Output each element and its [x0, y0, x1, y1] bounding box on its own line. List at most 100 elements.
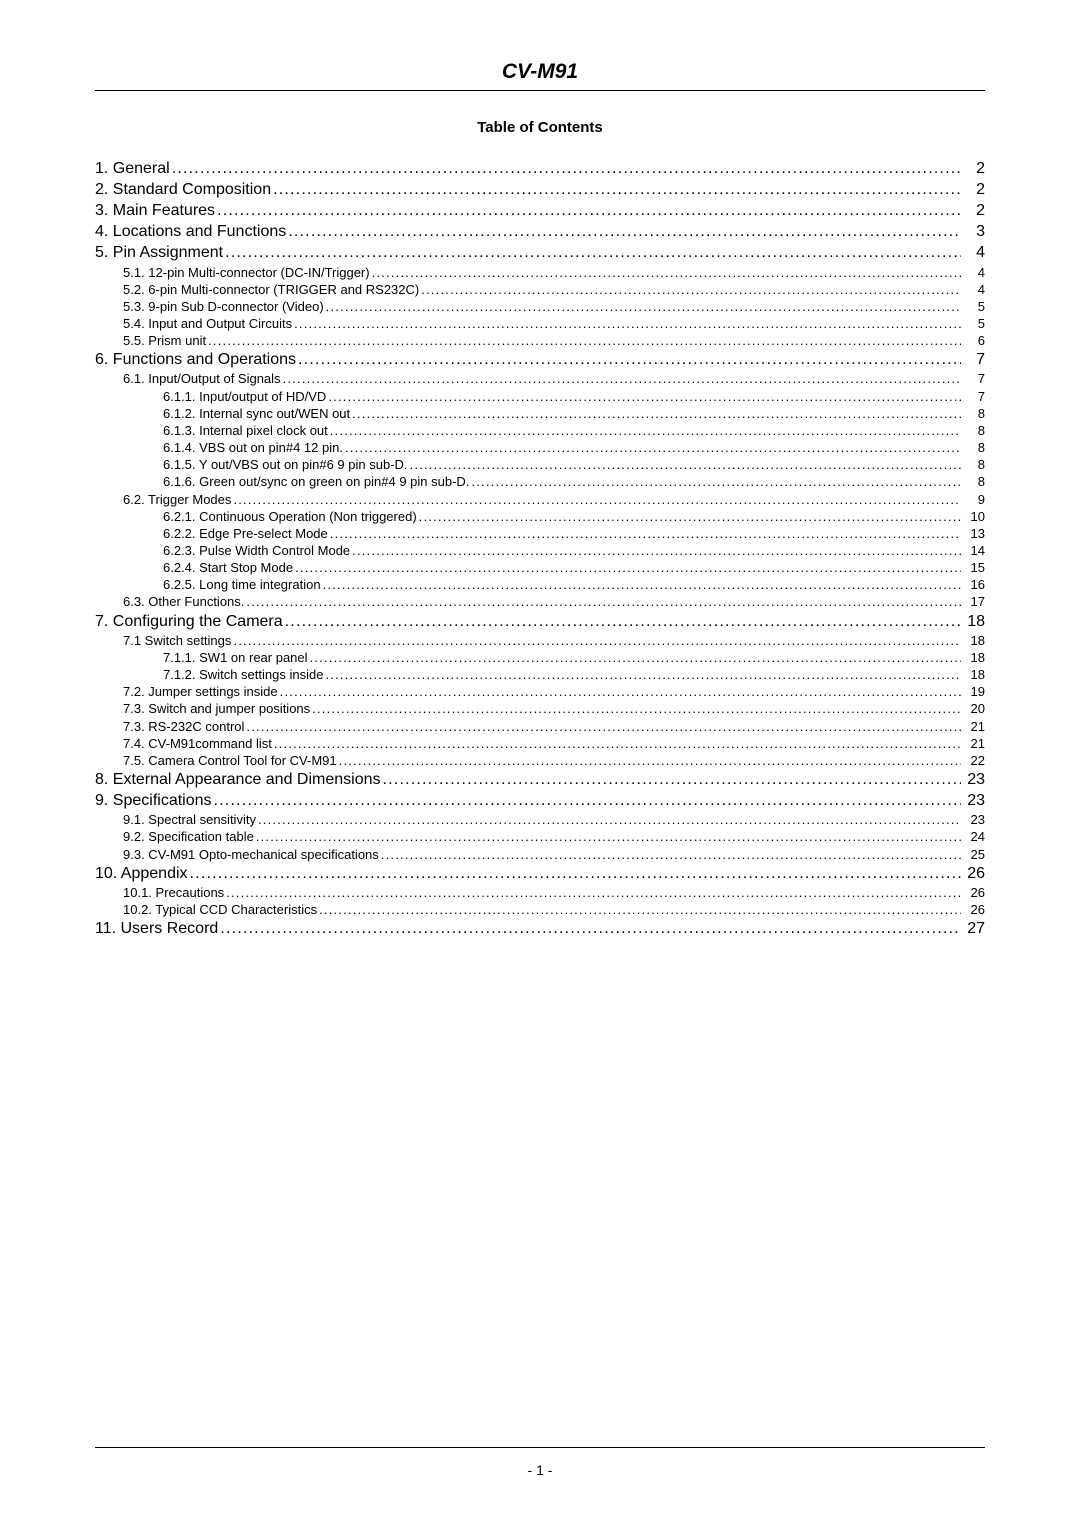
toc-entry-page: 8 — [963, 439, 985, 456]
header-divider — [95, 90, 985, 91]
toc-entry: 6.2.5. Long time integration 16 — [163, 576, 985, 593]
toc-entry-label: 6.1.2. Internal sync out/WEN out — [163, 405, 350, 422]
toc-entry-label: 6. Functions and Operations — [95, 349, 296, 370]
toc-entry-page: 9 — [963, 491, 985, 508]
toc-entry-label: 1. General — [95, 158, 170, 179]
toc-entry-label: 11. Users Record — [95, 918, 218, 939]
toc-entry-label: 6.1.5. Y out/VBS out on pin#6 9 pin sub-… — [163, 456, 408, 473]
toc-entry-page: 7 — [963, 388, 985, 405]
toc-entry: 6.2.3. Pulse Width Control Mode14 — [163, 542, 985, 559]
toc-leader-dots — [410, 456, 961, 473]
toc-entry: 6.2.4. Start Stop Mode15 — [163, 559, 985, 576]
toc-entry-page: 13 — [963, 525, 985, 542]
toc-entry-page: 8 — [963, 456, 985, 473]
toc-entry-page: 19 — [963, 683, 985, 700]
toc-leader-dots — [339, 752, 961, 769]
toc-entry-label: 10.1. Precautions — [123, 884, 224, 901]
toc-leader-dots — [208, 332, 961, 349]
toc-leader-dots — [274, 735, 961, 752]
toc-entry-label: 6.2.4. Start Stop Mode — [163, 559, 293, 576]
toc-entry: 9.2. Specification table24 — [123, 828, 985, 845]
toc-entry: 4. Locations and Functions3 — [95, 221, 985, 242]
toc-entry-page: 21 — [963, 718, 985, 735]
toc-entry-label: 6.1. Input/Output of Signals — [123, 370, 281, 387]
toc-list: 1. General22. Standard Composition23. Ma… — [95, 158, 985, 939]
toc-heading: Table of Contents — [95, 119, 985, 136]
toc-entry-label: 10.2. Typical CCD Characteristics — [123, 901, 317, 918]
toc-entry-label: 6.3. Other Functions. — [123, 593, 244, 610]
toc-entry-page: 22 — [963, 752, 985, 769]
toc-entry-label: 4. Locations and Functions — [95, 221, 286, 242]
toc-entry-label: 6.1.6. Green out/sync on green on pin#4 … — [163, 473, 469, 490]
toc-entry-page: 27 — [963, 918, 985, 939]
toc-entry-label: 5. Pin Assignment — [95, 242, 223, 263]
toc-entry-page: 7 — [963, 370, 985, 387]
toc-entry: 10. Appendix26 — [95, 863, 985, 884]
toc-entry-label: 6.2.3. Pulse Width Control Mode — [163, 542, 350, 559]
toc-entry-label: 6.2.2. Edge Pre-select Mode — [163, 525, 328, 542]
toc-entry-page: 20 — [963, 700, 985, 717]
footer-divider — [95, 1447, 985, 1448]
toc-entry-page: 5 — [963, 298, 985, 315]
toc-leader-dots — [258, 811, 961, 828]
toc-leader-dots — [190, 863, 961, 884]
toc-entry: 9.1. Spectral sensitivity23 — [123, 811, 985, 828]
toc-leader-dots — [372, 264, 961, 281]
toc-leader-dots — [246, 718, 961, 735]
toc-entry: 8. External Appearance and Dimensions 23 — [95, 769, 985, 790]
toc-entry: 7.3. Switch and jumper positions 20 — [123, 700, 985, 717]
toc-leader-dots — [471, 473, 961, 490]
toc-entry-page: 26 — [963, 884, 985, 901]
footer-page-number: - 1 - — [95, 1462, 985, 1478]
toc-entry-label: 7.4. CV-M91command list — [123, 735, 272, 752]
toc-entry-page: 16 — [963, 576, 985, 593]
toc-leader-dots — [233, 632, 961, 649]
toc-entry: 6.1. Input/Output of Signals 7 — [123, 370, 985, 387]
toc-entry-page: 23 — [963, 769, 985, 790]
toc-leader-dots — [352, 405, 961, 422]
toc-entry-label: 6.2.1. Continuous Operation (Non trigger… — [163, 508, 417, 525]
toc-entry-label: 6.1.3. Internal pixel clock out — [163, 422, 328, 439]
toc-entry-page: 4 — [963, 242, 985, 263]
toc-entry-page: 6 — [963, 332, 985, 349]
toc-entry-label: 7.3. Switch and jumper positions — [123, 700, 310, 717]
toc-entry-label: 7.5. Camera Control Tool for CV-M91 — [123, 752, 337, 769]
toc-entry-page: 8 — [963, 405, 985, 422]
toc-entry-label: 9.1. Spectral sensitivity — [123, 811, 256, 828]
toc-entry: 7.3. RS-232C control21 — [123, 718, 985, 735]
toc-entry-page: 4 — [963, 264, 985, 281]
toc-entry: 5. Pin Assignment 4 — [95, 242, 985, 263]
toc-leader-dots — [225, 242, 961, 263]
toc-leader-dots — [330, 422, 961, 439]
toc-entry: 10.2. Typical CCD Characteristics26 — [123, 901, 985, 918]
toc-entry-label: 9.2. Specification table — [123, 828, 254, 845]
toc-entry-page: 8 — [963, 473, 985, 490]
toc-entry-label: 5.1. 12-pin Multi-connector (DC-IN/Trigg… — [123, 264, 370, 281]
toc-entry: 7.1.2. Switch settings inside18 — [163, 666, 985, 683]
toc-entry: 6.3. Other Functions.17 — [123, 593, 985, 610]
toc-entry-label: 7.1.2. Switch settings inside — [163, 666, 323, 683]
toc-leader-dots — [280, 683, 961, 700]
toc-leader-dots — [352, 542, 961, 559]
toc-entry-page: 8 — [963, 422, 985, 439]
toc-entry-label: 2. Standard Composition — [95, 179, 271, 200]
toc-entry: 6.1.6. Green out/sync on green on pin#4 … — [163, 473, 985, 490]
toc-entry: 7.4. CV-M91command list21 — [123, 735, 985, 752]
toc-entry-label: 5.4. Input and Output Circuits — [123, 315, 292, 332]
toc-leader-dots — [256, 828, 961, 845]
toc-leader-dots — [310, 649, 961, 666]
toc-entry-label: 8. External Appearance and Dimensions — [95, 769, 381, 790]
toc-entry-label: 6.2.5. Long time integration — [163, 576, 321, 593]
toc-entry-page: 25 — [963, 846, 985, 863]
toc-leader-dots — [325, 666, 961, 683]
toc-leader-dots — [381, 846, 961, 863]
toc-entry: 1. General2 — [95, 158, 985, 179]
toc-entry: 6.2. Trigger Modes 9 — [123, 491, 985, 508]
toc-entry-label: 10. Appendix — [95, 863, 188, 884]
toc-entry-label: 5.2. 6-pin Multi-connector (TRIGGER and … — [123, 281, 419, 298]
toc-entry-label: 6.2. Trigger Modes — [123, 491, 231, 508]
toc-entry-page: 2 — [963, 179, 985, 200]
toc-leader-dots — [217, 200, 961, 221]
toc-leader-dots — [323, 576, 961, 593]
toc-leader-dots — [246, 593, 961, 610]
